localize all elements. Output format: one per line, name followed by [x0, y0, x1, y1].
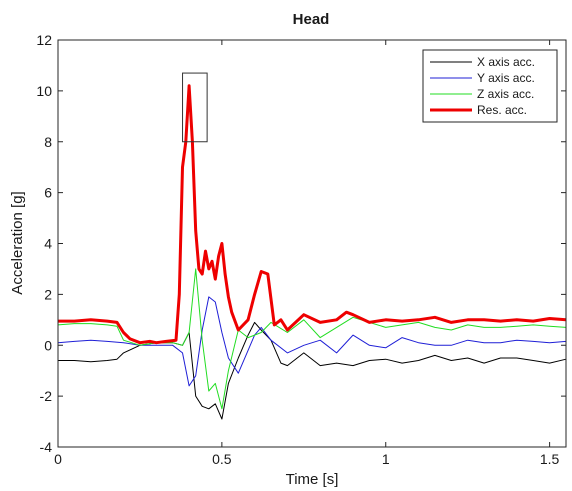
x-tick-label: 0: [54, 451, 62, 467]
y-tick-label: 12: [36, 32, 52, 48]
y-tick-label: 2: [44, 286, 52, 302]
y-tick-label: 0: [44, 337, 52, 353]
series-layer: [57, 84, 567, 420]
y-tick-label: 10: [36, 83, 52, 99]
series-line-2: [57, 296, 567, 387]
y-tick-label: 8: [44, 134, 52, 150]
series-line-3: [57, 268, 567, 410]
legend: X axis acc. Y axis acc. Z axis acc. Res. ac…: [422, 49, 558, 123]
chart-title: Head: [293, 11, 330, 28]
y-axis-label: Acceleration [g]: [9, 191, 26, 294]
annotation-box: [182, 72, 208, 143]
y-tick-label: -2: [40, 388, 53, 404]
series-line-4: [58, 84, 567, 345]
legend-label-2: Y axis acc.: [477, 71, 535, 85]
y-tick-label: -4: [40, 439, 53, 455]
legend-label-1: X axis acc.: [477, 55, 535, 69]
x-axis-label: Time [s]: [286, 471, 339, 488]
y-tick-label: 6: [44, 185, 52, 201]
tick-layer: 0 0.5 1 1.5 -4 -2 0 2 4 6 8 10 12: [36, 32, 566, 467]
x-tick-label: 1.5: [540, 451, 560, 467]
legend-label-4: Res. acc.: [477, 103, 527, 117]
annotation-layer: [182, 72, 208, 143]
x-tick-label: 0.5: [212, 451, 232, 467]
legend-label-3: Z axis acc.: [477, 87, 534, 101]
x-tick-label: 1: [382, 451, 390, 467]
y-tick-label: 4: [44, 236, 52, 252]
